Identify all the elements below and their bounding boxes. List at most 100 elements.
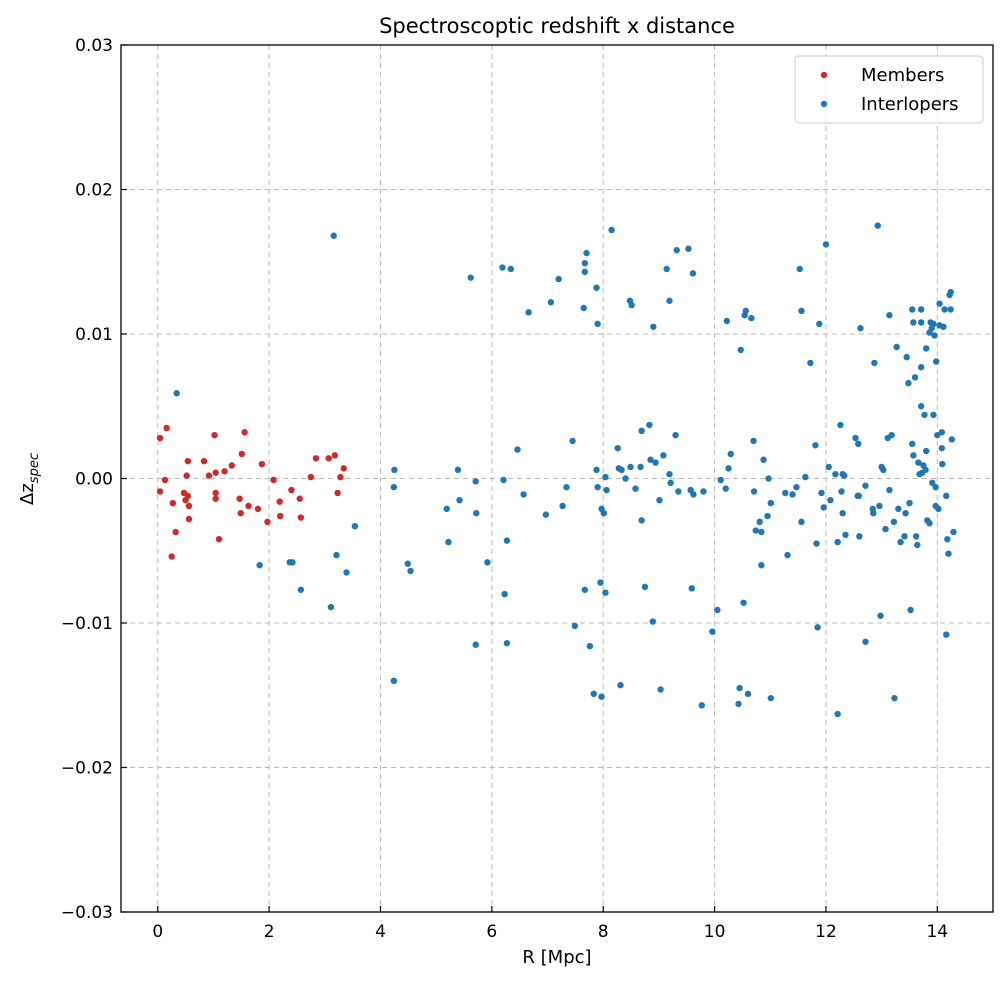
data-point-interlopers [514, 446, 521, 453]
x-tick-label: 4 [375, 922, 386, 942]
data-point-interlopers [935, 505, 942, 513]
data-point-interlopers [622, 475, 629, 482]
data-point-interlopers [688, 585, 695, 592]
data-point-interlopers [727, 450, 734, 458]
data-point-interlopers [454, 466, 462, 474]
data-point-interlopers [944, 535, 951, 543]
data-point-interlopers [542, 511, 550, 518]
data-point-members [331, 452, 339, 459]
data-point-interlopers [782, 489, 789, 497]
data-point-interlopers [637, 463, 644, 471]
data-point-interlopers [938, 429, 945, 436]
data-point-interlopers [832, 470, 839, 478]
data-point-interlopers [922, 447, 930, 455]
data-point-interlopers [723, 317, 731, 325]
legend-box [794, 55, 984, 124]
data-point-interlopers [947, 306, 954, 313]
data-point-interlopers [583, 249, 590, 257]
data-point-interlopers [917, 364, 925, 371]
data-point-interlopers [656, 496, 663, 504]
y-tick-label: −0.02 [61, 759, 113, 779]
y-tick-label: 0.00 [75, 470, 113, 490]
data-point-interlopers [837, 421, 844, 429]
data-point-interlopers [932, 483, 939, 491]
data-point-interlopers [597, 579, 604, 586]
data-point-members [258, 460, 266, 468]
data-point-members [297, 514, 305, 521]
data-point-interlopers [594, 483, 601, 491]
data-point-interlopers [941, 306, 948, 313]
grid-lines [121, 44, 993, 913]
data-point-members [185, 502, 193, 510]
data-point-interlopers [895, 505, 902, 513]
data-point-interlopers [857, 325, 864, 332]
data-point-members [163, 424, 170, 432]
data-point-members [172, 528, 179, 536]
data-point-interlopers [909, 440, 916, 448]
data-point-interlopers [499, 264, 506, 271]
y-axis-label: Δzspec [17, 453, 42, 505]
data-point-interlopers [593, 284, 600, 291]
data-point-interlopers [793, 483, 800, 491]
data-point-interlopers [939, 460, 946, 468]
data-point-interlopers [886, 312, 893, 319]
data-point-interlopers [862, 638, 869, 645]
legend-label-members: Members [861, 65, 944, 86]
data-point-members [221, 468, 228, 475]
data-point-interlopers [870, 509, 877, 517]
data-point-interlopers [813, 540, 820, 547]
data-point-interlopers [936, 300, 943, 307]
y-tick-label: −0.01 [61, 614, 113, 634]
y-axis-ticks: −0.03 −0.02 −0.01 0.00 0.01 0.02 0.03 [61, 36, 127, 923]
data-point-interlopers [638, 427, 645, 435]
data-point-interlopers [931, 332, 938, 339]
data-point-interlopers [569, 437, 576, 445]
data-point-interlopers [652, 459, 659, 466]
data-point-interlopers [722, 485, 729, 492]
data-point-interlopers [943, 631, 950, 638]
data-point-interlopers [391, 466, 398, 474]
x-tick-label: 6 [486, 922, 497, 942]
data-point-interlopers [390, 483, 398, 491]
data-point-interlopers [822, 241, 830, 248]
data-point-interlopers [525, 309, 532, 316]
data-point-interlopers [698, 702, 705, 709]
data-point-interlopers [555, 275, 562, 283]
data-point-interlopers [617, 681, 624, 689]
data-point-interlopers [520, 491, 527, 498]
data-point-interlopers [590, 690, 597, 698]
data-point-interlopers [663, 265, 670, 273]
data-point-members [212, 495, 219, 502]
legend-marker-members [820, 71, 828, 79]
y-axis-label-main: Δz [17, 483, 38, 505]
data-point-members [169, 499, 176, 507]
data-point-interlopers [914, 541, 921, 549]
data-point-interlopers [580, 304, 587, 312]
data-point-interlopers [503, 537, 511, 544]
data-point-interlopers [910, 452, 917, 459]
x-tick-label: 2 [264, 922, 275, 942]
data-point-interlopers [888, 431, 895, 439]
data-point-interlopers [906, 499, 913, 507]
data-point-interlopers [602, 473, 609, 481]
data-point-interlopers [500, 476, 507, 484]
data-point-interlopers [628, 301, 635, 309]
data-point-interlopers [473, 509, 480, 517]
x-tick-label: 0 [152, 922, 163, 942]
x-tick-label: 8 [598, 922, 609, 942]
data-point-interlopers [600, 509, 607, 517]
data-point-interlopers [893, 343, 900, 351]
data-point-members [211, 431, 218, 439]
data-point-interlopers [638, 517, 645, 524]
data-point-interlopers [820, 504, 827, 511]
data-point-interlopers [327, 603, 335, 611]
data-point-interlopers [938, 444, 945, 452]
data-point-interlopers [507, 265, 514, 273]
data-point-interlopers [598, 693, 605, 700]
data-point-interlopers [917, 306, 925, 313]
data-point-interlopers [940, 323, 947, 330]
data-point-interlopers [735, 700, 742, 708]
data-point-members [340, 465, 347, 472]
x-tick-label: 14 [926, 922, 948, 942]
data-point-interlopers [886, 486, 893, 494]
